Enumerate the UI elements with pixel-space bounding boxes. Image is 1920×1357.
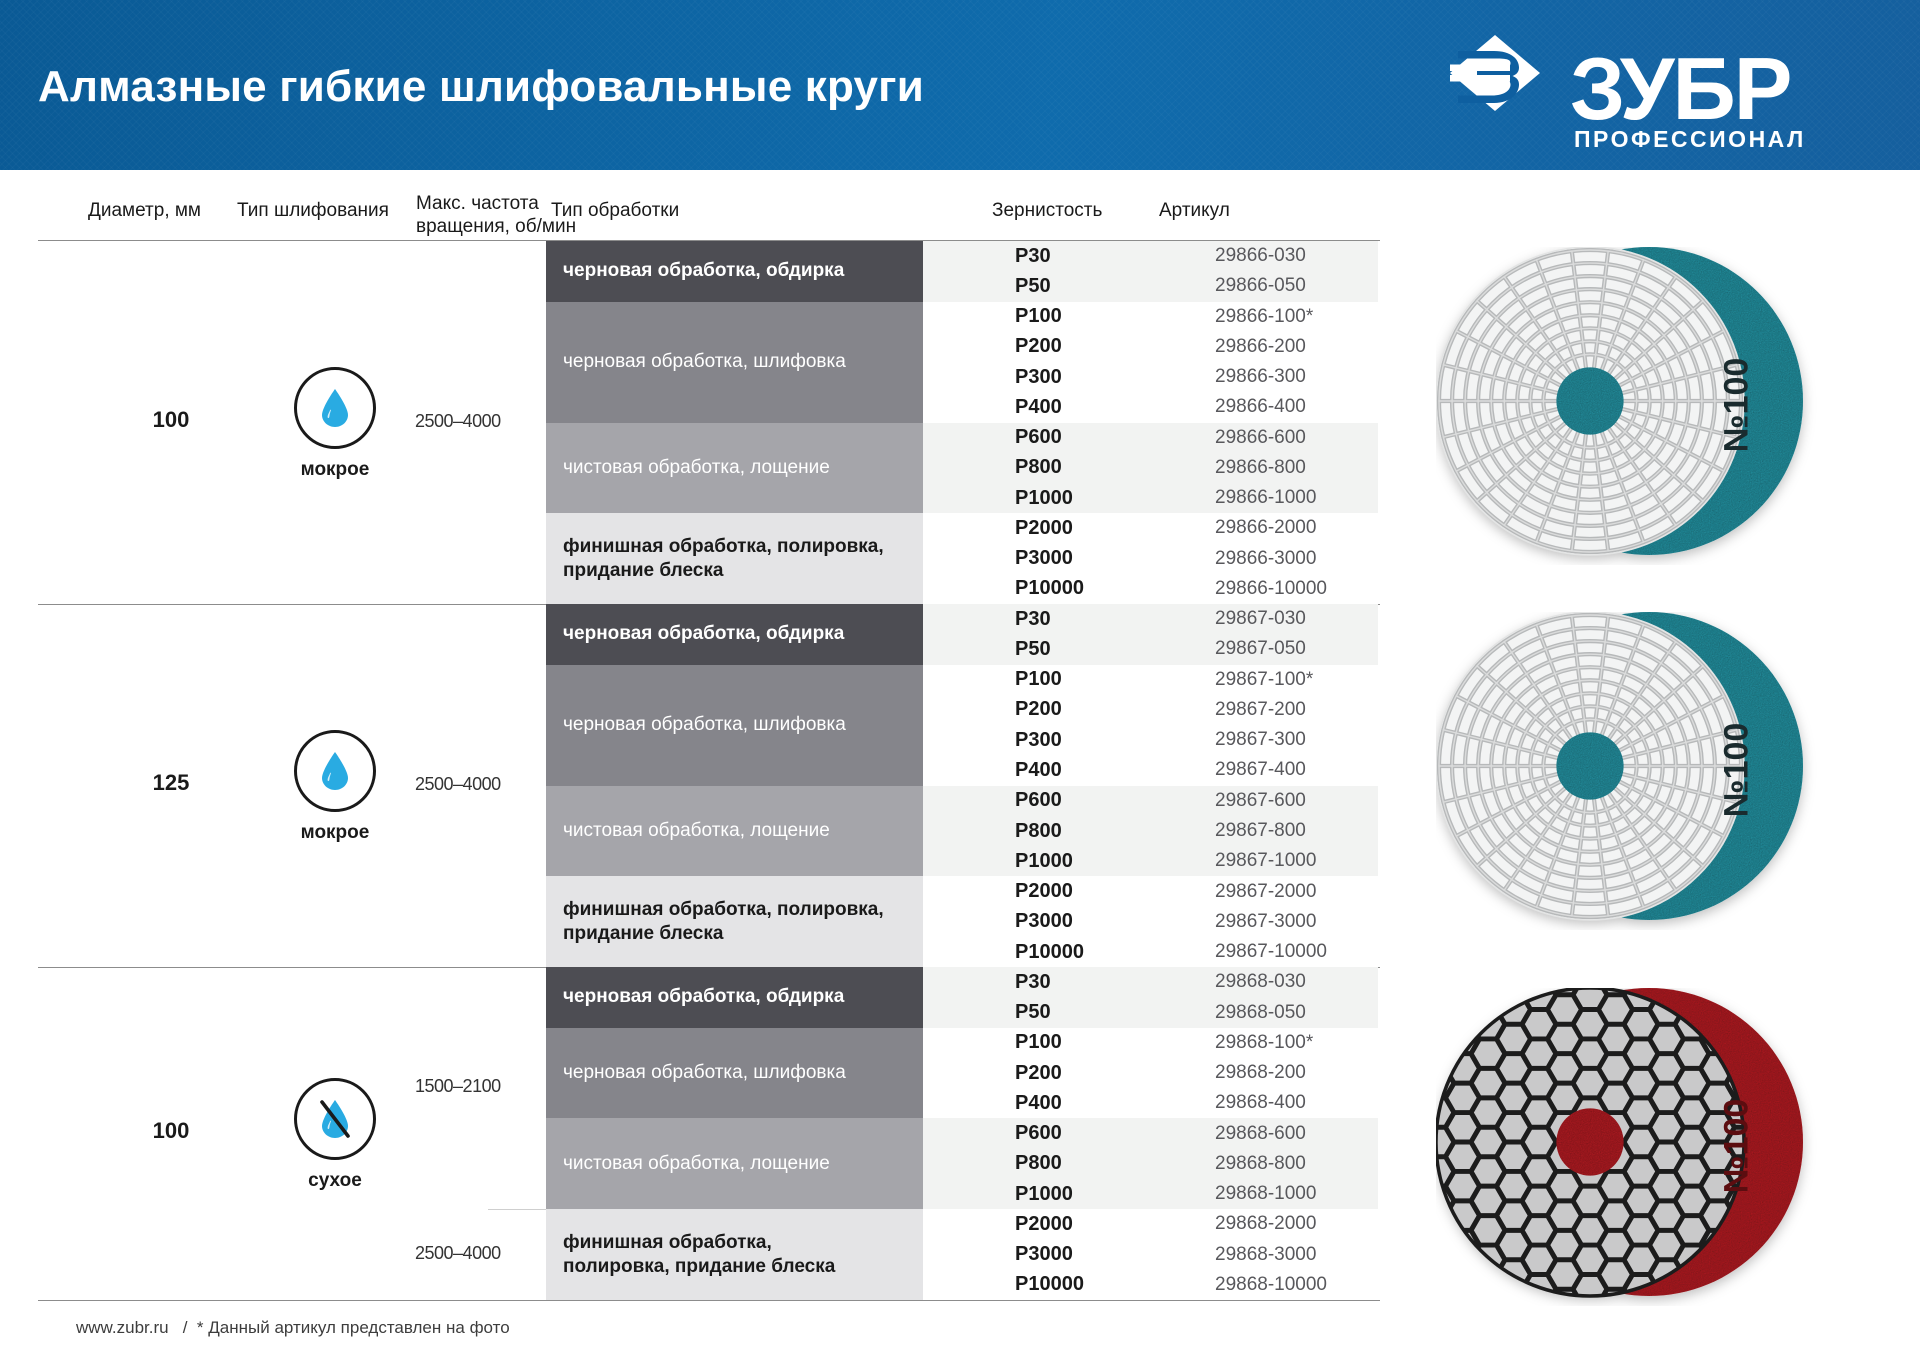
svg-text:№100: №100 xyxy=(1718,1099,1756,1194)
svg-text:ПРОФЕССИОНАЛ: ПРОФЕССИОНАЛ xyxy=(1574,126,1806,152)
svg-text:ЗУБР: ЗУБР xyxy=(1570,39,1790,138)
svg-text:№100: №100 xyxy=(1718,723,1756,818)
svg-text:№100: №100 xyxy=(1718,358,1756,453)
